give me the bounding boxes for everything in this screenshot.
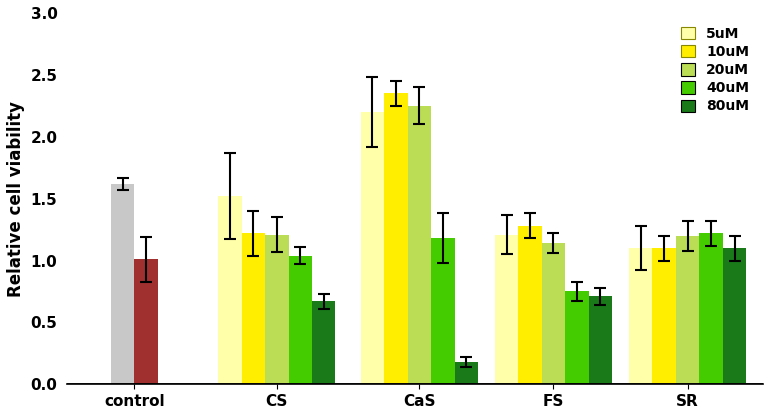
Bar [360,112,384,384]
Bar [495,235,518,384]
Bar [652,248,676,384]
Bar [111,184,134,384]
Bar [629,248,652,384]
Bar [676,236,699,384]
Bar [289,255,312,384]
Bar [518,226,542,384]
Bar [312,301,336,384]
Bar [242,233,265,384]
Bar [542,243,565,384]
Bar [218,196,242,384]
Legend: 5uM, 10uM, 20uM, 40uM, 80uM: 5uM, 10uM, 20uM, 40uM, 80uM [675,20,756,121]
Bar [699,233,723,384]
Bar [565,292,589,384]
Bar [407,106,431,384]
Bar [134,259,158,384]
Bar [265,235,289,384]
Y-axis label: Relative cell viability: Relative cell viability [7,101,25,297]
Bar [454,362,478,384]
Bar [384,94,407,384]
Bar [589,297,612,384]
Bar [431,238,454,384]
Bar [723,248,746,384]
